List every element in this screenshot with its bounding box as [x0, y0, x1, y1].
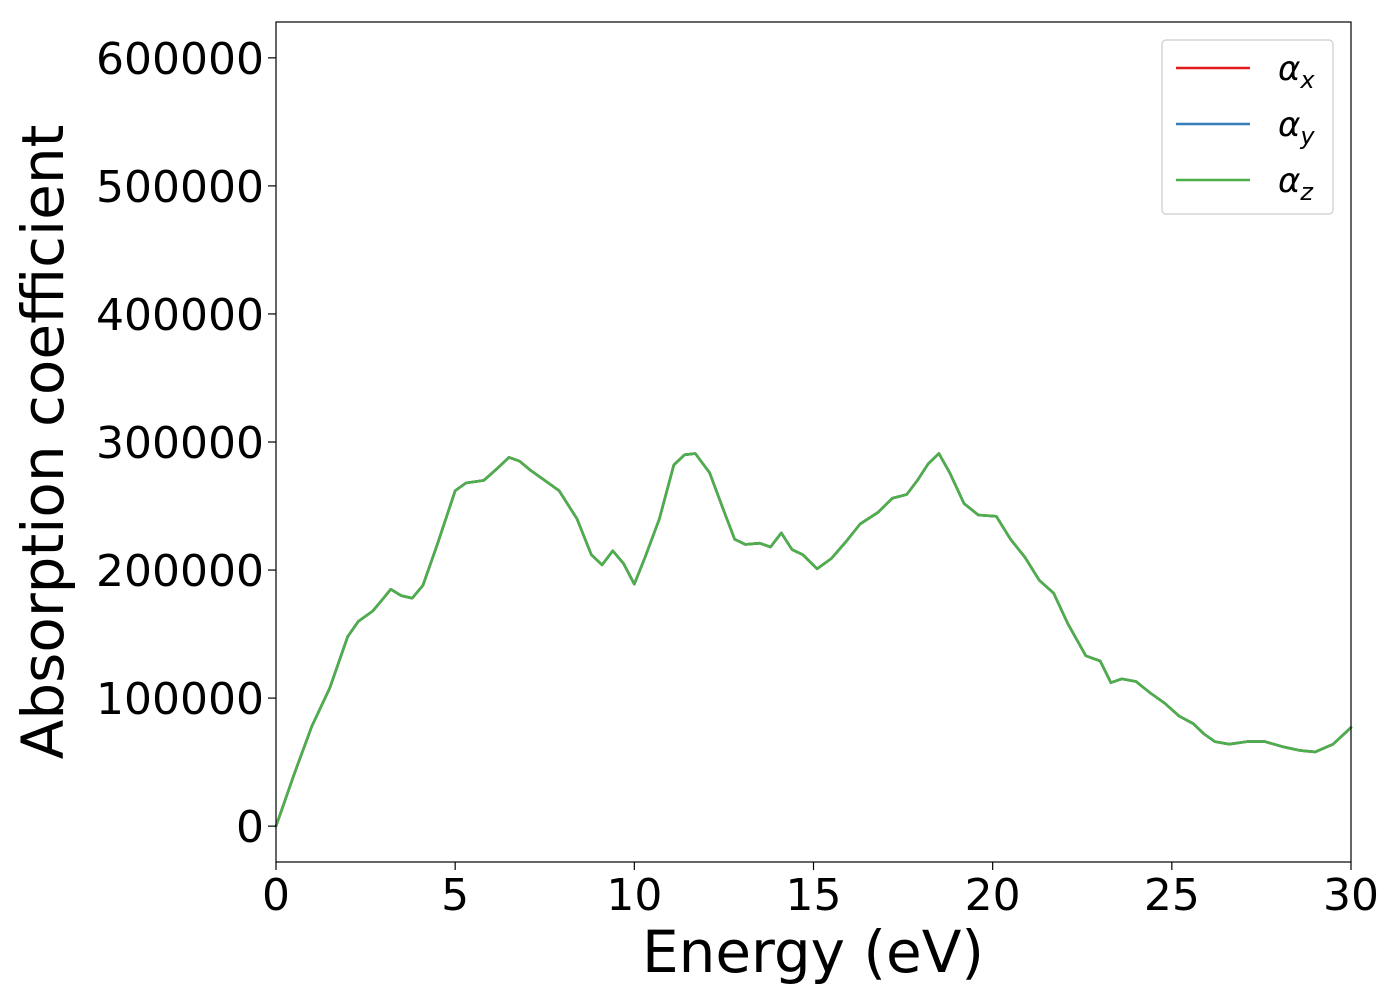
x-tick-label: 15 [786, 870, 842, 921]
legend-label-alpha-y: αy [1278, 105, 1315, 150]
y-tick-label: 300000 [96, 418, 264, 469]
x-tick-label: 10 [606, 870, 662, 921]
legend: αx αy αz [1161, 39, 1334, 215]
y-tick-label: 600000 [96, 34, 264, 85]
y-tick-label: 100000 [96, 674, 264, 725]
x-tick-label: 20 [965, 870, 1021, 921]
series-line-alpha-z [274, 452, 1353, 828]
y-axis-title: Absorption coefficient [9, 125, 77, 760]
y-tick-label: 400000 [96, 290, 264, 341]
y-tick-label: 200000 [96, 546, 264, 597]
x-tick-label: 25 [1144, 870, 1200, 921]
legend-box [1161, 39, 1334, 215]
x-axis-title: Energy (eV) [642, 918, 984, 986]
y-tick-label: 500000 [96, 162, 264, 213]
legend-label-alpha-x: αx [1278, 49, 1315, 94]
x-tick-label: 5 [441, 870, 469, 921]
y-tick-label: 0 [236, 802, 264, 853]
x-tick-label: 0 [262, 870, 290, 921]
y-axis: 0 100000 200000 300000 400000 500000 600000 [96, 34, 276, 853]
legend-label-alpha-z: αz [1278, 161, 1314, 206]
x-tick-label: 30 [1323, 870, 1379, 921]
series-layer [274, 452, 1353, 828]
x-axis: 0 5 10 15 20 25 30 [262, 862, 1379, 921]
